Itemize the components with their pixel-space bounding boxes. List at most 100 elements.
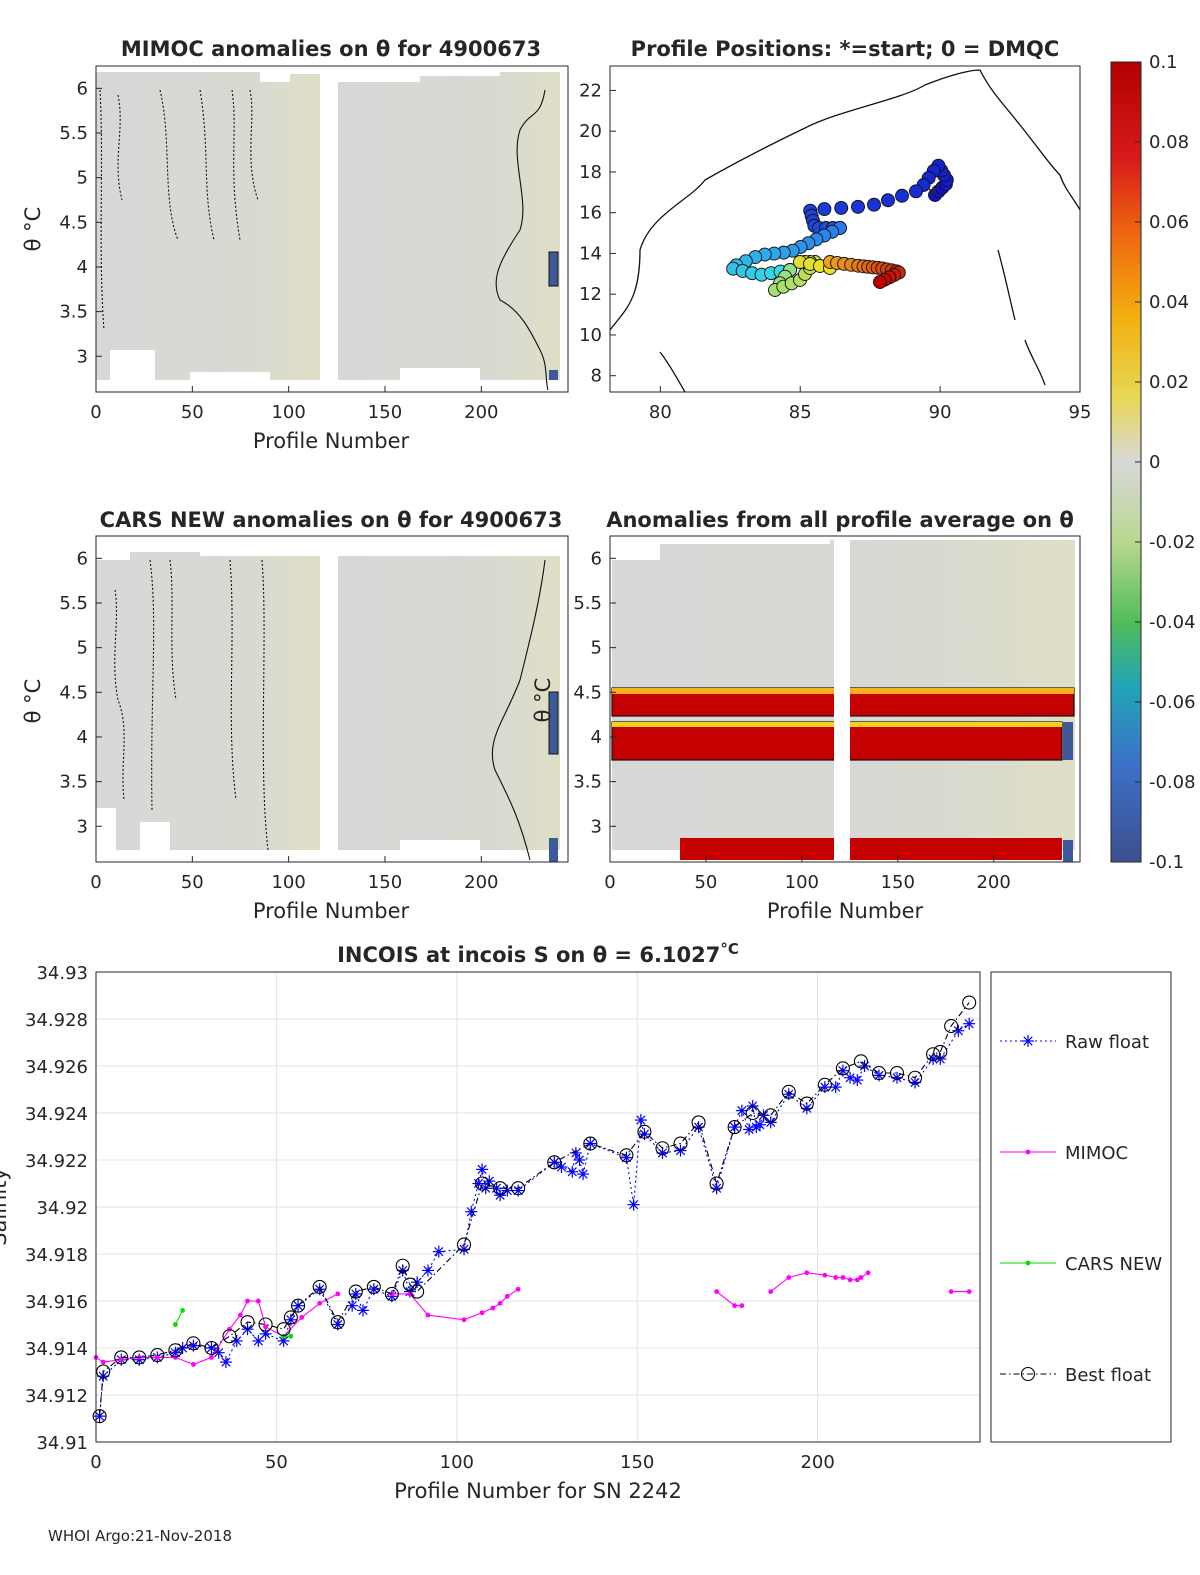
raw-float-point [851, 1074, 864, 1087]
best-float-point [908, 1070, 923, 1085]
raw-float-point [573, 1154, 586, 1166]
cars-xtick: 0 [90, 872, 101, 893]
best-float-point [727, 1120, 742, 1135]
colorbar-tick: 0.04 [1149, 292, 1189, 313]
raw-float-point [735, 1104, 748, 1117]
raw-float-point [566, 1165, 579, 1178]
legend-label: Raw float [1065, 1032, 1149, 1053]
best-float-point [132, 1350, 147, 1365]
best-float-point [312, 1279, 327, 1294]
mimoc-point [172, 1355, 178, 1360]
mimoc-ytick: 5 [77, 168, 88, 189]
chart-ytick: 34.916 [25, 1292, 88, 1313]
best-float-point [456, 1237, 472, 1252]
mimoc-point [858, 1275, 864, 1280]
allavg-ytick: 4 [591, 727, 602, 748]
mimoc-point [299, 1315, 305, 1320]
positions-ytick: 22 [579, 80, 602, 101]
best-float-point [583, 1136, 598, 1151]
raw-float-point [548, 1156, 561, 1169]
mimoc-point [804, 1270, 810, 1276]
coastline [609, 69, 1081, 393]
mimoc-point [739, 1303, 745, 1309]
allavg-xtick: 0 [604, 872, 615, 893]
raw-float-point [252, 1334, 265, 1347]
mimoc-point [245, 1298, 250, 1304]
best-float-point [384, 1286, 399, 1301]
cars-ytick: 3.5 [59, 772, 88, 793]
colorbar-tick: 0.02 [1149, 372, 1189, 393]
colorbar-tick: 0 [1149, 452, 1160, 473]
cars-new-point [172, 1322, 178, 1327]
allavg-xtick: 50 [694, 872, 717, 893]
track-position-marker [834, 200, 849, 215]
panel-positions-title: Profile Positions: *=start; 0 = DMQC [631, 37, 1060, 61]
best-float-point [240, 1315, 255, 1330]
colorbar: 0.1 0.08 0.06 0.04 0.02 0 -0.02 -0.04 -0.06 -0.08… [1110, 52, 1196, 873]
best-float-point [655, 1141, 670, 1156]
mimoc-point [479, 1310, 485, 1316]
anomaly-band-bottom [680, 838, 1062, 860]
cars-xtick: 150 [368, 872, 402, 893]
raw-float-point [634, 1114, 647, 1127]
panel-cars-ylabel: θ °C [21, 679, 45, 724]
raw-float-point [746, 1099, 759, 1112]
best-float-point [402, 1277, 417, 1292]
panel-mimoc-xlabel: Profile Number [253, 429, 410, 453]
raw-float-point [555, 1161, 568, 1174]
best-float-point [547, 1155, 562, 1170]
colorbar-tick: 0.1 [1149, 52, 1178, 73]
panel-positions: Profile Positions: *=start; 0 = DMQC * 8… [579, 37, 1091, 423]
legend-label: MIMOC [1065, 1143, 1128, 1164]
track-position-marker [873, 275, 887, 289]
cars-new-point [288, 1333, 294, 1339]
mimoc-point [786, 1275, 792, 1280]
colorbar-tick: -0.1 [1149, 852, 1184, 873]
positions-ytick: 10 [579, 325, 602, 346]
panel-mimoc-title: MIMOC anomalies on θ for 4900673 [121, 37, 541, 61]
best-float-point [933, 1044, 948, 1059]
chart-ytick: 34.93 [36, 963, 88, 984]
cars-ytick: 6 [77, 548, 88, 569]
raw-float-point [277, 1334, 290, 1347]
colorbar-tick: -0.08 [1149, 772, 1196, 793]
track-position-marker [881, 193, 895, 208]
best-float-point [493, 1181, 508, 1196]
colorbar-tick: -0.06 [1149, 692, 1196, 713]
mimoc-point [154, 1355, 160, 1360]
mimoc-point [255, 1298, 261, 1304]
mimoc-ytick: 3.5 [59, 302, 88, 323]
mimoc-xtick: 100 [271, 402, 305, 423]
best-float-point [96, 1364, 111, 1379]
best-float-point [291, 1298, 306, 1313]
raw-float-point [750, 1121, 763, 1134]
positions-xtick: 90 [929, 402, 952, 423]
chart-title: INCOIS at incois S on θ = 6.1027°C [337, 940, 739, 967]
mimoc-point [227, 1326, 232, 1332]
panel-allavg-title: Anomalies from all profile average on θ [606, 508, 1074, 532]
allavg-ytick: 3.5 [573, 772, 602, 793]
mimoc-field-right [338, 72, 560, 380]
best-float-point [799, 1096, 814, 1111]
best-float-point [395, 1258, 410, 1273]
chart-ytick: 34.922 [25, 1151, 88, 1172]
footer-stamp: WHOI Argo:21-Nov-2018 [48, 1527, 232, 1545]
best-float-point [410, 1284, 425, 1299]
best-float-point [817, 1077, 832, 1092]
raw-float-point [952, 1024, 965, 1037]
track-position-marker [895, 188, 909, 203]
raw-float-point [357, 1304, 370, 1317]
track-position-marker [817, 202, 832, 216]
start-marker-icon: * [928, 183, 938, 207]
chart-xtick: 150 [620, 1452, 654, 1473]
salinity-chart: INCOIS at incois S on θ = 6.1027°C 0 50 10… [0, 940, 981, 1503]
best-float-point [853, 1054, 868, 1069]
chart-xtick: 200 [800, 1452, 834, 1473]
mimoc-ytick: 5.5 [59, 123, 88, 144]
legend: Raw float MIMOC CARS NEW Best float [990, 971, 1172, 1443]
mimoc-ytick: 3 [77, 346, 88, 367]
panel-allavg: Anomalies from all profile average on θ … [531, 508, 1081, 923]
positions-ytick: 8 [591, 366, 602, 387]
best-float-point [637, 1124, 652, 1139]
positions-xtick: 85 [789, 402, 812, 423]
